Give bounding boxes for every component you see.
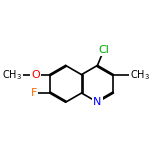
- Text: O: O: [31, 70, 40, 80]
- Text: Cl: Cl: [98, 45, 109, 55]
- Text: F: F: [31, 88, 37, 98]
- Text: N: N: [93, 97, 102, 107]
- Text: CH$_3$: CH$_3$: [2, 68, 22, 81]
- Text: CH$_3$: CH$_3$: [130, 68, 150, 81]
